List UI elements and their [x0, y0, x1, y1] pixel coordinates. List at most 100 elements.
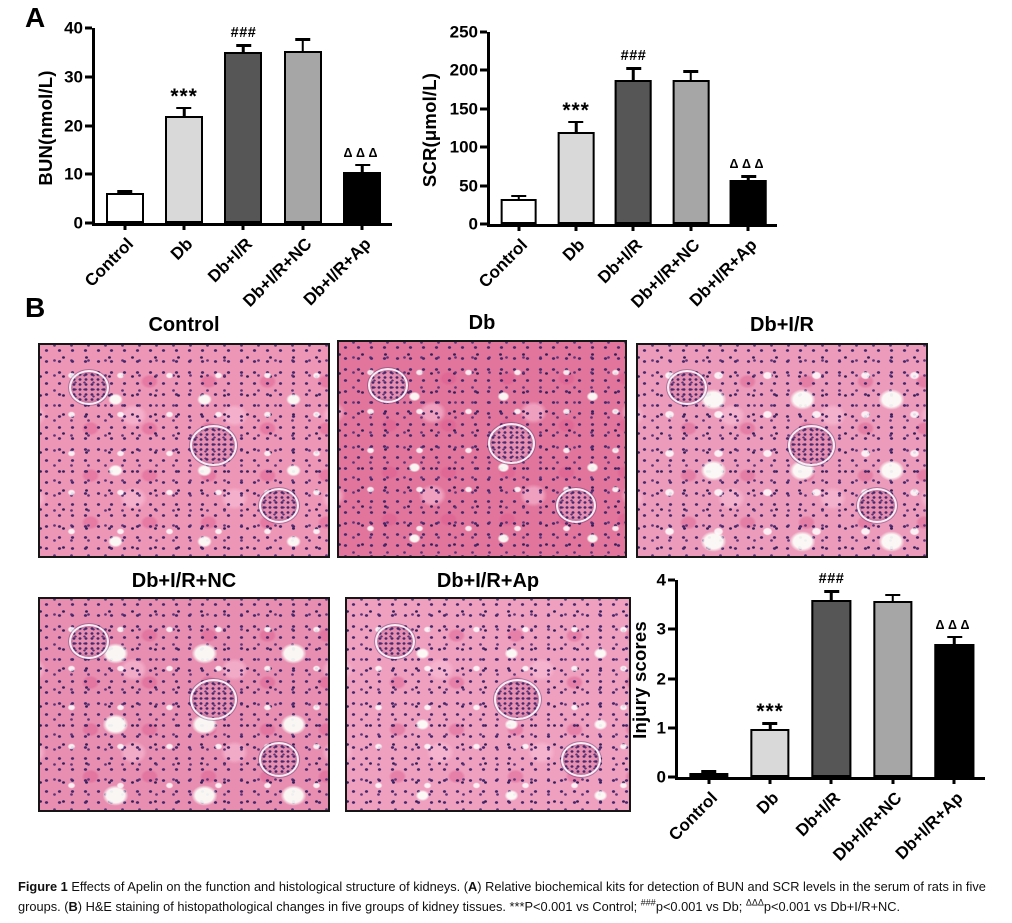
histology-title-db-ir: Db+I/R — [750, 314, 814, 336]
y-tick — [480, 184, 487, 188]
caption-text: p<0.001 vs Db; — [655, 898, 746, 914]
error-bar — [301, 39, 305, 52]
x-tick-label: Control — [665, 788, 722, 845]
scr-bar-chart: 0 50 100 150 200 250 Control *** Db ### Db+I/R Db+I… — [450, 24, 777, 312]
error-bar — [707, 771, 710, 774]
glomerulus-icon — [258, 742, 299, 778]
x-tick — [891, 777, 895, 784]
y-tick-label: 20 — [64, 116, 83, 135]
figure-caption: Figure 1 Effects of Apelin on the functi… — [18, 877, 996, 917]
error-bar — [574, 121, 578, 132]
x-tick — [829, 777, 833, 784]
y-tick-label: 1 — [656, 718, 666, 738]
error-bar — [361, 164, 364, 173]
y-tick — [480, 107, 487, 111]
glomerulus-icon — [561, 742, 602, 778]
caption-text: p<0.001 vs Db+I/R+NC. — [763, 898, 901, 914]
y-tick — [668, 578, 675, 582]
bar-slot-Db: *** Db — [547, 32, 604, 265]
significance-label: *** — [170, 84, 198, 108]
y-tick-label: 30 — [64, 67, 83, 87]
panel-a-label: A — [25, 2, 46, 33]
y-tick-label: 10 — [64, 164, 83, 184]
glomerulus-icon — [189, 425, 237, 467]
y-tick-label: 100 — [449, 137, 478, 157]
bar-slot-Db: *** Db — [739, 580, 800, 818]
y-tick-label: 50 — [459, 176, 478, 196]
y-tick — [668, 677, 675, 680]
x-tick-label: Db — [753, 788, 783, 818]
bar-Db+I/R+Ap — [934, 644, 974, 777]
bar-Control — [689, 773, 729, 777]
bar-Db — [165, 115, 204, 223]
injury-y-axis-title: Injury scores — [629, 621, 650, 739]
y-tick-label: 200 — [449, 60, 478, 80]
y-tick-label: 3 — [656, 619, 666, 639]
y-tick — [85, 26, 92, 30]
scr-y-axis-title: SCR(μmol/L) — [419, 72, 440, 188]
y-tick — [85, 124, 92, 127]
bar-Db+I/R — [224, 52, 263, 223]
bar-Db+I/R+NC — [672, 80, 710, 224]
caption-panel-a-ref: A — [468, 879, 478, 894]
bun-bar-chart: 0 10 20 30 40 Control *** Db ### Db+I/R Db+I/R+NC Δ… — [64, 20, 392, 311]
x-tick-label: Db+I/R — [792, 788, 845, 841]
glomerulus-icon — [787, 425, 835, 467]
x-tick — [182, 223, 186, 230]
injury-scores-bar-chart: 0 1 2 3 4 Control *** Db ### Db+I/R Db+I/R+NC ΔΔΔ Db… — [657, 572, 985, 865]
error-bar — [768, 723, 772, 730]
caption-delta-superscript: ΔΔΔ — [745, 897, 764, 908]
error-bar — [953, 636, 956, 645]
glomerulus-icon — [856, 488, 897, 524]
significance-label: ### — [818, 571, 845, 588]
y-tick-label: 150 — [449, 99, 478, 119]
y-tick-label: 0 — [656, 767, 666, 787]
bar-slot-Control: Control — [665, 580, 739, 844]
bar-Db+I/R+Ap — [729, 180, 767, 224]
glomerulus-icon — [189, 679, 237, 721]
error-bar — [747, 176, 750, 181]
error-bar — [632, 68, 635, 80]
caption-text: ) H&E staining of histopathological chan… — [77, 898, 641, 914]
significance-label: *** — [756, 700, 784, 724]
glomerulus-icon — [68, 624, 109, 660]
y-tick — [85, 75, 92, 79]
bar-Db+I/R+Ap — [343, 172, 382, 223]
y-tick — [668, 627, 675, 631]
x-tick — [241, 223, 245, 230]
y-tick-label: 2 — [656, 669, 666, 688]
bar-slot-Db+I/R: ### Db+I/R — [594, 32, 662, 287]
x-tick-label: Db+I/R — [594, 235, 647, 288]
panel-b-label: B — [25, 292, 46, 323]
bar-Control — [105, 192, 144, 223]
error-bar — [830, 591, 833, 600]
glomerulus-icon — [556, 487, 597, 523]
y-tick-label: 0 — [73, 213, 83, 233]
y-tick-label: 4 — [656, 570, 666, 590]
glomerulus-icon — [367, 367, 408, 403]
glomerulus-icon — [666, 370, 707, 406]
histology-title-db: Db — [468, 312, 496, 334]
histology-image-db-ir — [636, 343, 928, 558]
y-tick — [480, 30, 487, 34]
bar-Db+I/R — [615, 79, 652, 224]
bar-Db — [557, 131, 595, 224]
histology-title-db-ir-ap: Db+I/R+Ap — [436, 570, 540, 592]
glomerulus-icon — [487, 423, 535, 465]
x-tick — [360, 223, 364, 230]
bun-y-axis-title: BUN(nmol/L) — [35, 70, 56, 186]
error-bar — [891, 594, 895, 601]
histology-image-db-ir-ap — [345, 597, 631, 812]
glomerulus-icon — [258, 488, 299, 524]
y-tick — [85, 172, 92, 176]
glomerulus-icon — [375, 624, 416, 660]
bar-slot-Db+I/R+NC: Db+I/R+NC — [829, 580, 923, 865]
x-tick — [301, 223, 305, 230]
x-tick-label: Control — [475, 235, 532, 292]
y-tick — [480, 145, 487, 149]
histology-title-control: Control — [148, 314, 220, 336]
bar-slot-Db+I/R+Ap: ΔΔΔ Db+I/R+Ap — [686, 32, 777, 310]
y-tick-label: 0 — [468, 214, 478, 234]
bar-slot-Control: Control — [475, 32, 547, 291]
